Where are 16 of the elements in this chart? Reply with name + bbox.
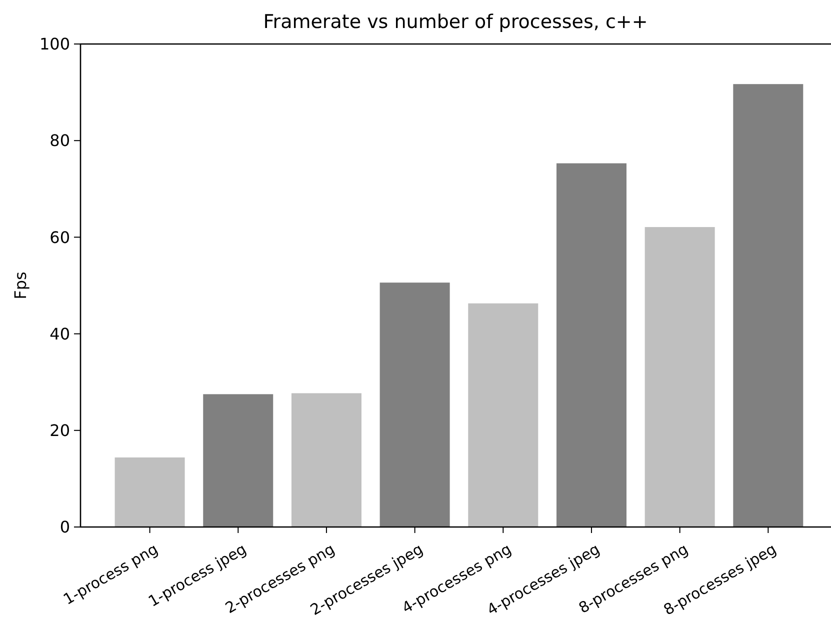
- bar: [468, 303, 538, 527]
- y-tick-label: 0: [60, 518, 70, 537]
- y-tick-label: 60: [50, 228, 70, 247]
- bar: [380, 282, 450, 527]
- bar: [733, 84, 804, 527]
- bar: [556, 163, 626, 527]
- y-axis-title: Fps: [11, 272, 30, 300]
- bar: [291, 393, 362, 527]
- bar: [114, 457, 185, 527]
- bar: [644, 227, 715, 527]
- chart-title: Framerate vs number of processes, c++: [263, 11, 648, 33]
- y-tick-label: 20: [50, 421, 70, 440]
- y-tick-label: 80: [50, 131, 70, 150]
- y-tick-label: 100: [39, 34, 70, 54]
- bar: [203, 394, 274, 527]
- y-tick-label: 40: [50, 324, 70, 344]
